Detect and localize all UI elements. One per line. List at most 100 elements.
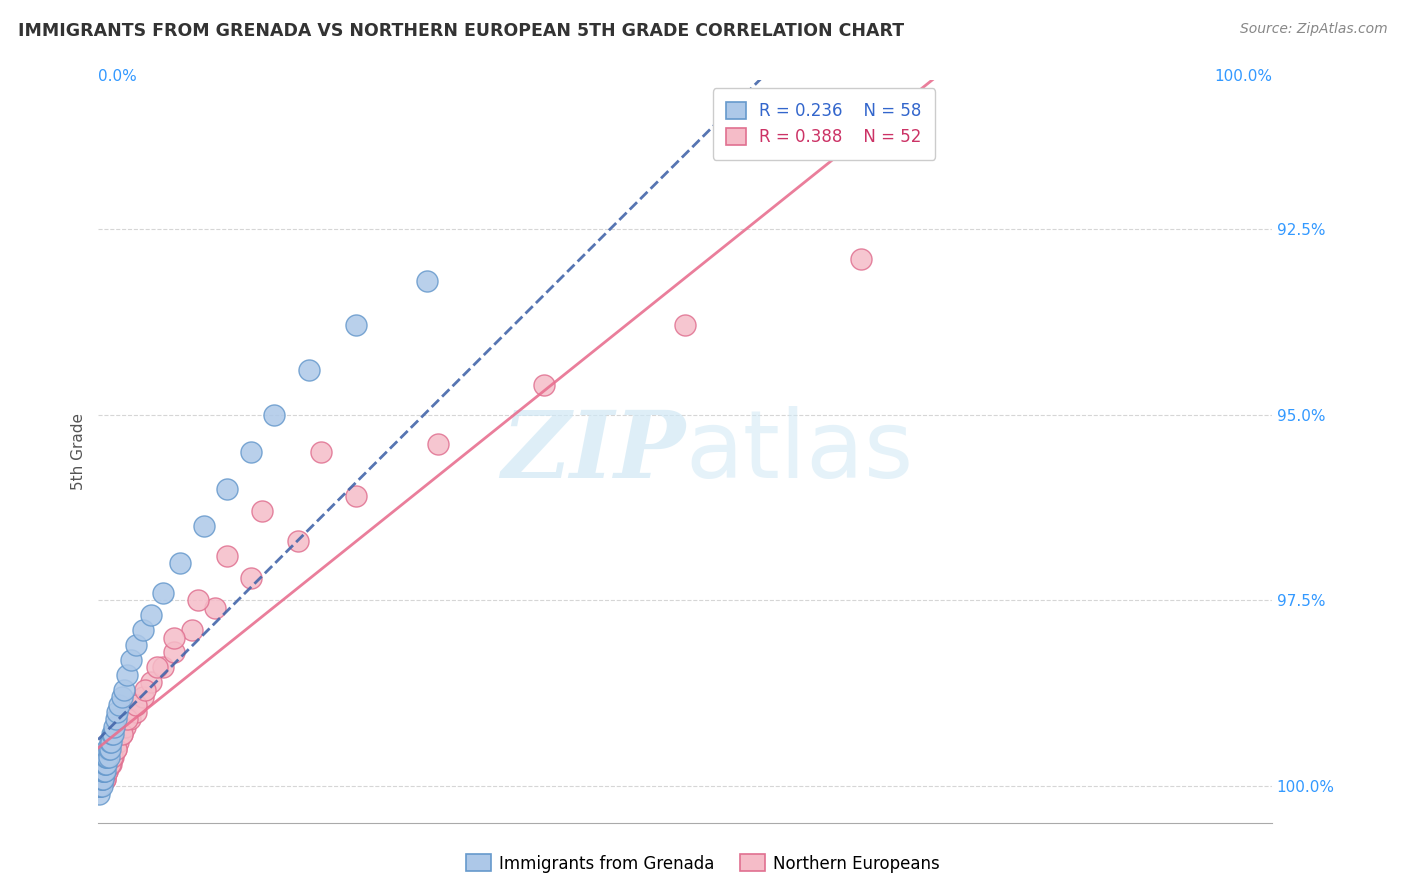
Point bbox=[134, 682, 156, 697]
Point bbox=[90, 780, 112, 794]
Point bbox=[110, 690, 132, 705]
Point bbox=[96, 749, 118, 764]
Point bbox=[849, 125, 872, 139]
Point bbox=[152, 660, 174, 674]
Point bbox=[97, 749, 120, 764]
Legend: Immigrants from Grenada, Northern Europeans: Immigrants from Grenada, Northern Europe… bbox=[460, 847, 946, 880]
Text: atlas: atlas bbox=[685, 406, 914, 498]
Point bbox=[94, 757, 117, 772]
Point bbox=[849, 95, 872, 110]
Point bbox=[93, 772, 115, 786]
Point bbox=[204, 600, 226, 615]
Point bbox=[152, 586, 174, 600]
Point bbox=[94, 749, 117, 764]
Point bbox=[239, 571, 262, 585]
Point bbox=[98, 757, 121, 772]
Point bbox=[96, 757, 118, 772]
Text: 100.0%: 100.0% bbox=[1213, 69, 1272, 84]
Point bbox=[90, 772, 112, 786]
Point bbox=[94, 772, 117, 786]
Point bbox=[91, 764, 114, 779]
Point bbox=[103, 720, 125, 734]
Text: ZIP: ZIP bbox=[501, 407, 685, 497]
Point bbox=[124, 638, 146, 652]
Point bbox=[93, 757, 115, 772]
Point bbox=[169, 556, 191, 570]
Point bbox=[263, 408, 285, 422]
Point bbox=[120, 653, 142, 667]
Point bbox=[124, 705, 146, 719]
Point bbox=[90, 772, 112, 786]
Point bbox=[104, 713, 127, 727]
Legend: R = 0.236    N = 58, R = 0.388    N = 52: R = 0.236 N = 58, R = 0.388 N = 52 bbox=[713, 88, 935, 160]
Point bbox=[98, 742, 121, 756]
Point bbox=[118, 713, 141, 727]
Point bbox=[96, 749, 118, 764]
Point bbox=[101, 727, 124, 741]
Point bbox=[110, 727, 132, 741]
Point bbox=[89, 787, 111, 801]
Point bbox=[89, 780, 111, 794]
Point bbox=[96, 764, 118, 779]
Point bbox=[89, 772, 111, 786]
Point bbox=[100, 735, 122, 749]
Point bbox=[139, 675, 162, 690]
Point bbox=[89, 780, 111, 794]
Point bbox=[112, 682, 135, 697]
Point bbox=[96, 764, 118, 779]
Point bbox=[96, 749, 118, 764]
Point bbox=[89, 780, 111, 794]
Point bbox=[104, 742, 127, 756]
Point bbox=[110, 727, 132, 741]
Point bbox=[90, 764, 112, 779]
Point bbox=[93, 764, 115, 779]
Point bbox=[344, 318, 367, 333]
Point bbox=[673, 318, 696, 333]
Point bbox=[239, 444, 262, 458]
Point bbox=[145, 660, 167, 674]
Point bbox=[89, 780, 111, 794]
Y-axis label: 5th Grade: 5th Grade bbox=[72, 413, 86, 491]
Point bbox=[93, 764, 115, 779]
Point bbox=[98, 757, 121, 772]
Point bbox=[107, 735, 129, 749]
Point bbox=[117, 713, 139, 727]
Point bbox=[94, 757, 117, 772]
Point bbox=[90, 772, 112, 786]
Point bbox=[97, 742, 120, 756]
Point bbox=[533, 377, 555, 392]
Point bbox=[93, 772, 115, 786]
Point bbox=[90, 764, 112, 779]
Point bbox=[114, 720, 136, 734]
Point bbox=[105, 705, 128, 719]
Text: 0.0%: 0.0% bbox=[98, 69, 136, 84]
Point bbox=[187, 593, 209, 607]
Point bbox=[93, 757, 115, 772]
Point bbox=[108, 698, 131, 712]
Point bbox=[94, 764, 117, 779]
Point bbox=[101, 749, 124, 764]
Point bbox=[91, 772, 114, 786]
Point bbox=[101, 749, 124, 764]
Point bbox=[163, 646, 186, 660]
Point bbox=[252, 504, 274, 518]
Point bbox=[91, 764, 114, 779]
Point bbox=[416, 274, 439, 288]
Point bbox=[139, 608, 162, 623]
Point bbox=[849, 252, 872, 266]
Point bbox=[89, 780, 111, 794]
Point bbox=[90, 772, 112, 786]
Point bbox=[91, 772, 114, 786]
Point bbox=[309, 444, 332, 458]
Point bbox=[193, 519, 215, 533]
Point bbox=[89, 772, 111, 786]
Point bbox=[96, 764, 118, 779]
Point bbox=[287, 533, 309, 548]
Point bbox=[117, 668, 139, 682]
Point bbox=[124, 698, 146, 712]
Point bbox=[96, 742, 118, 756]
Point bbox=[103, 727, 125, 741]
Point bbox=[91, 772, 114, 786]
Point bbox=[217, 549, 239, 563]
Point bbox=[103, 749, 125, 764]
